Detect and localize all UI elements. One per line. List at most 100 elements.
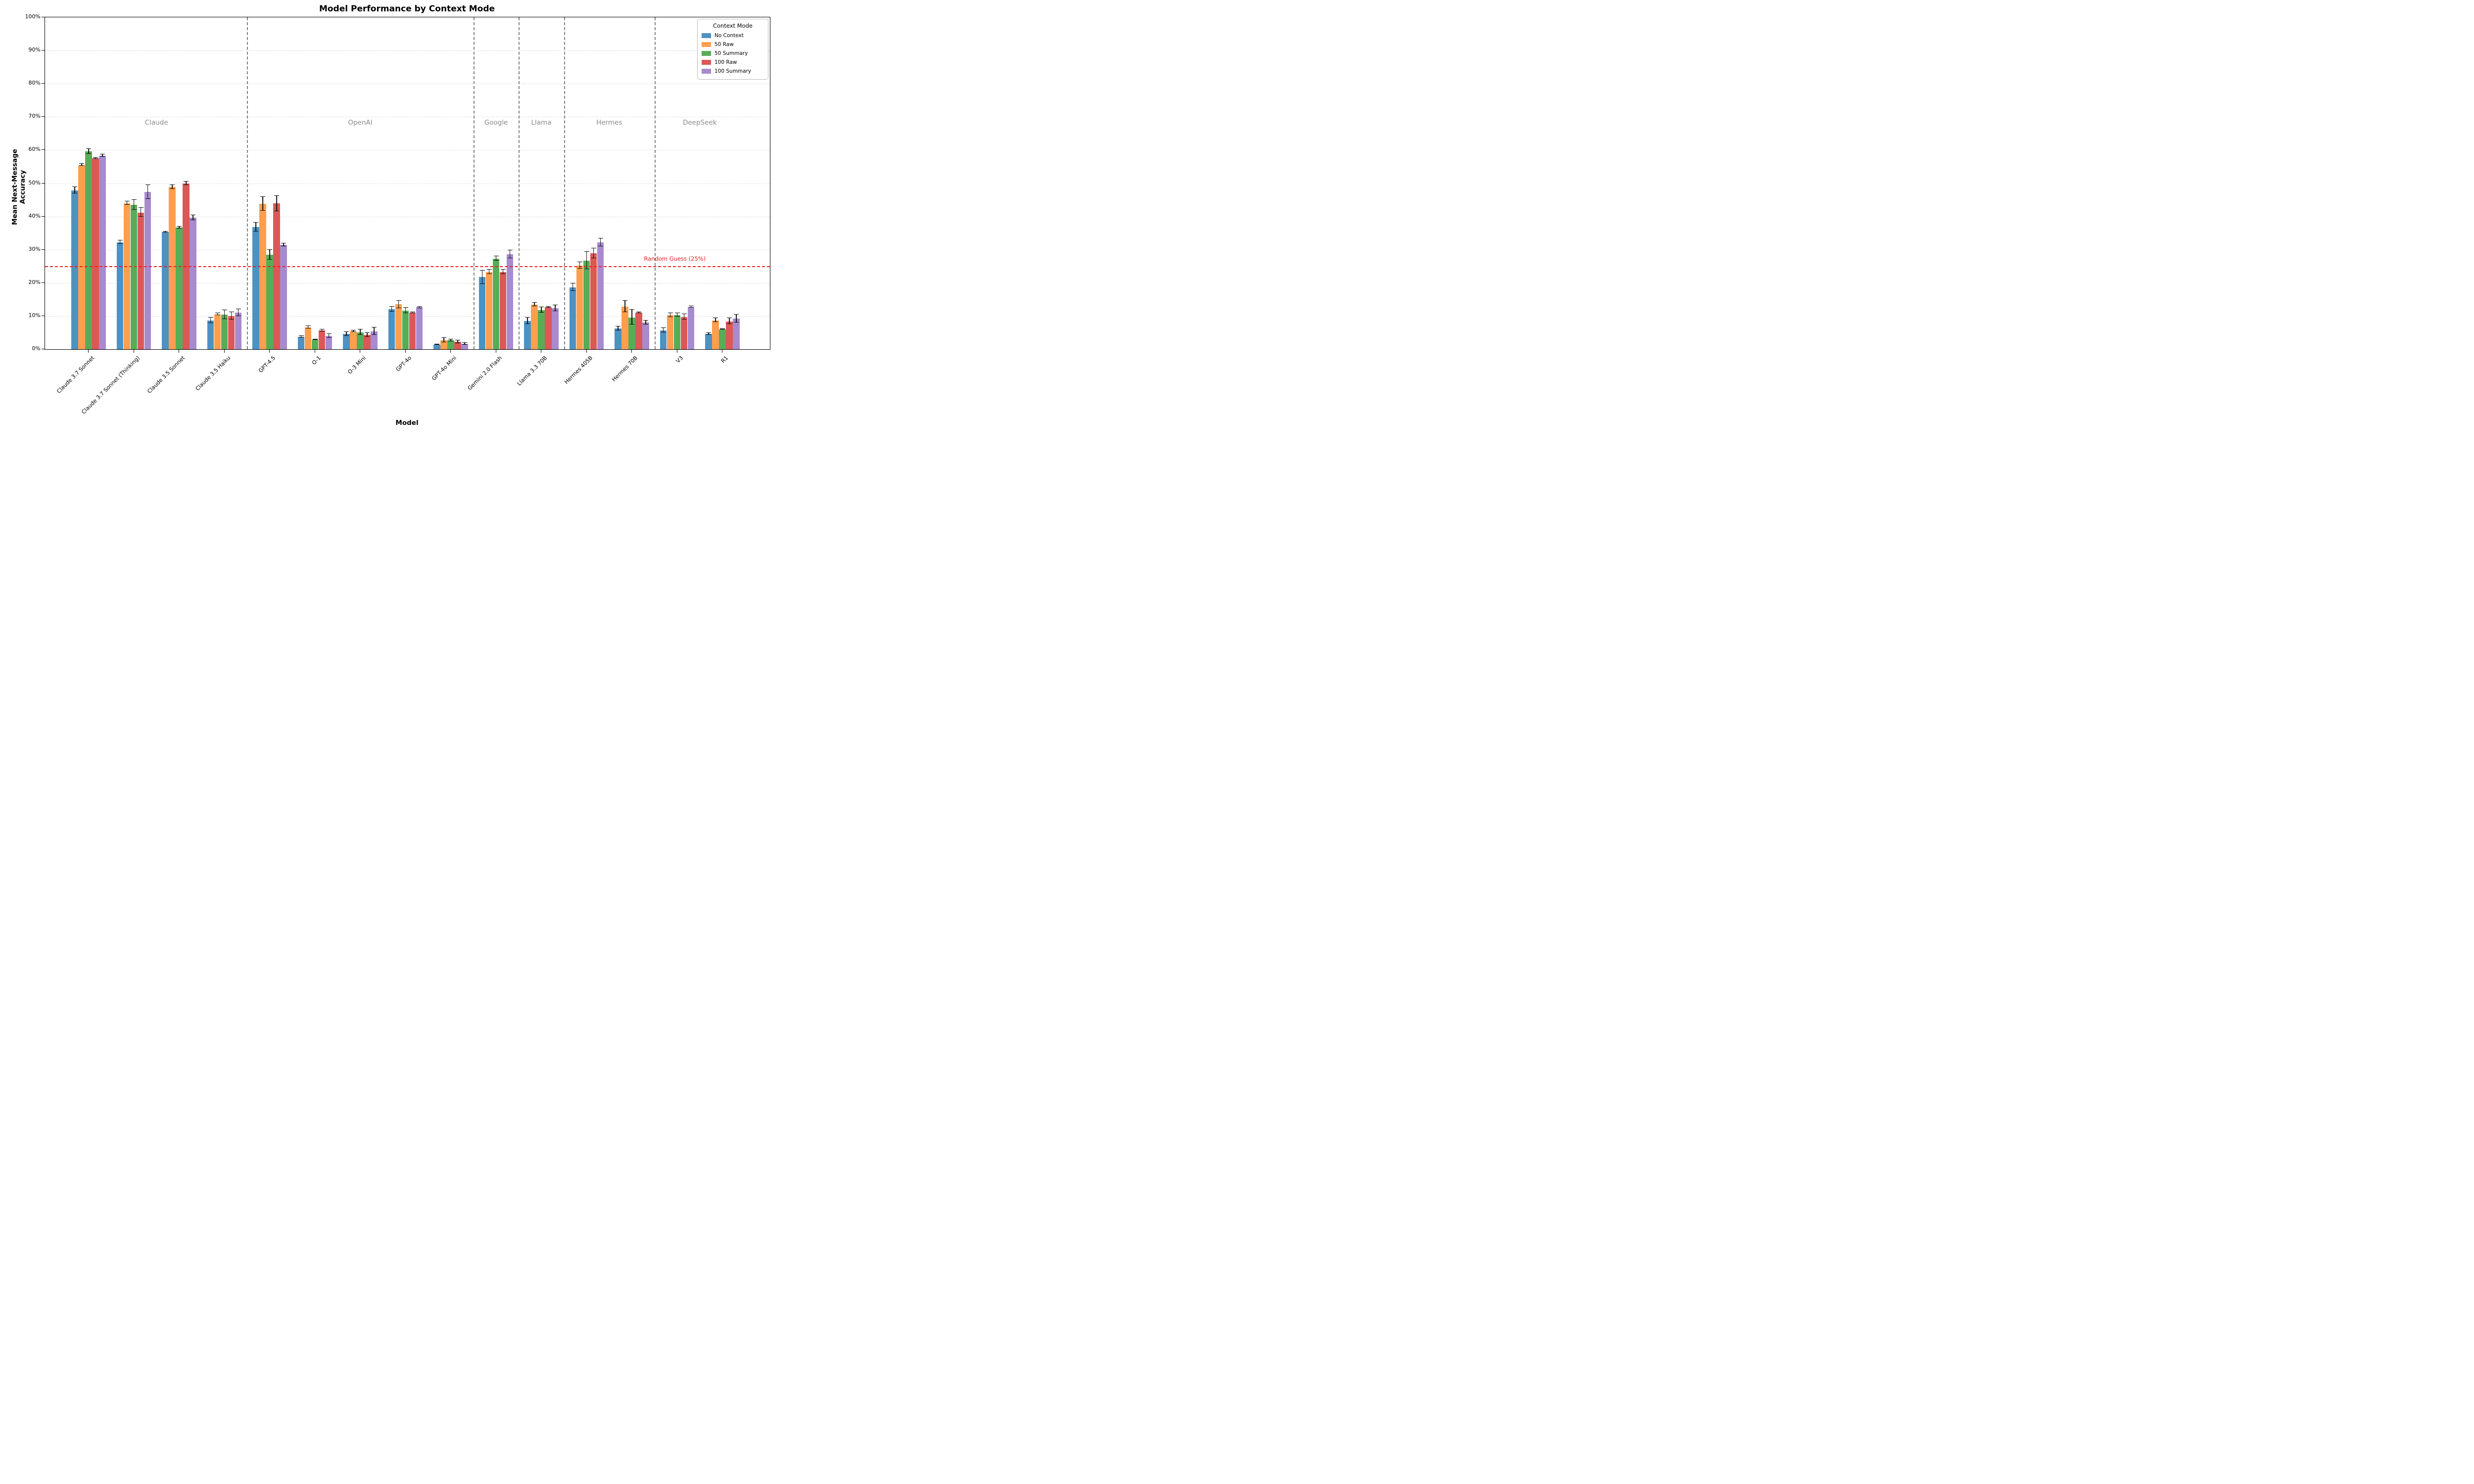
y-tick-label: 80% xyxy=(28,80,41,87)
bar-50-raw xyxy=(78,165,85,349)
error-bar xyxy=(584,251,589,270)
x-tick-mark xyxy=(269,350,270,353)
x-tick-label: Claude 3.5 Sonnet xyxy=(146,355,187,395)
x-tick-mark xyxy=(88,350,89,353)
error-bar xyxy=(434,343,439,345)
x-tick-mark xyxy=(631,350,632,353)
error-bar xyxy=(616,326,620,331)
bar-100-raw xyxy=(726,321,733,349)
legend-entry: 50 Raw xyxy=(702,40,764,49)
section-label-claude: Claude xyxy=(144,119,168,127)
error-bar xyxy=(281,243,286,246)
legend-entry-label: No Context xyxy=(714,33,744,39)
bar-100-raw xyxy=(680,317,687,349)
x-tick-label: Llama 3.3 70B xyxy=(516,355,549,387)
error-bar xyxy=(138,207,143,217)
error-bar xyxy=(312,338,318,340)
x-tick-label: O-1 xyxy=(310,355,322,367)
bar-100-summary xyxy=(506,254,513,349)
error-bar xyxy=(643,320,648,325)
x-tick-label: R1 xyxy=(719,355,730,365)
error-bar xyxy=(500,269,506,275)
bar-100-raw xyxy=(364,335,371,349)
y-tick-mark xyxy=(42,149,45,150)
bar-50-raw xyxy=(485,272,492,349)
legend-swatch-50-raw xyxy=(702,42,711,47)
error-bar xyxy=(622,300,627,313)
error-bar xyxy=(93,157,98,159)
bar-50-raw xyxy=(350,331,357,349)
x-tick-label: GPT-4.5 xyxy=(257,355,277,374)
error-bar xyxy=(274,195,279,211)
x-tick-label: Hermes 405B xyxy=(563,355,594,385)
bar-no-context xyxy=(207,320,214,349)
bar-100-summary xyxy=(416,307,423,349)
section-label-llama: Llama xyxy=(531,119,552,127)
bar-100-raw xyxy=(409,313,416,349)
bar-50-summary xyxy=(719,329,726,349)
error-bar xyxy=(100,153,105,157)
bar-50-summary xyxy=(357,332,364,349)
x-tick-label: GPT-4o xyxy=(394,355,413,373)
y-tick-label: 10% xyxy=(28,312,41,319)
bar-100-summary xyxy=(325,336,332,349)
error-bar xyxy=(319,329,325,332)
gridline-90 xyxy=(45,50,770,51)
y-tick-label: 40% xyxy=(28,212,41,219)
y-tick-mark xyxy=(42,83,45,84)
bar-100-summary xyxy=(552,308,559,349)
error-bar xyxy=(674,313,680,317)
bar-100-summary xyxy=(642,323,649,349)
error-bar xyxy=(396,300,401,308)
error-bar xyxy=(661,327,666,333)
error-bar xyxy=(344,331,349,336)
legend: Context Mode No Context 50 Raw 50 Summary 1… xyxy=(697,19,768,80)
error-bar xyxy=(441,337,446,343)
bar-50-raw xyxy=(395,304,402,349)
bar-50-raw xyxy=(304,327,311,349)
bar-50-summary xyxy=(176,228,183,349)
bar-no-context xyxy=(297,337,304,349)
bar-no-context xyxy=(71,190,78,349)
bar-50-summary xyxy=(538,310,545,349)
bar-50-summary xyxy=(85,151,92,349)
error-bar xyxy=(215,313,220,316)
x-tick-mark xyxy=(224,350,225,353)
y-tick-label: 90% xyxy=(28,46,41,53)
legend-swatch-50-summary xyxy=(702,51,711,56)
bar-no-context xyxy=(388,309,395,349)
bar-50-raw xyxy=(576,265,583,349)
y-tick-mark xyxy=(42,216,45,217)
section-label-google: Google xyxy=(484,119,508,127)
bar-no-context xyxy=(433,344,440,349)
y-tick-label: 50% xyxy=(28,179,41,186)
bar-100-summary xyxy=(99,155,106,349)
error-bar xyxy=(507,249,513,258)
error-bar xyxy=(727,318,732,325)
error-bar xyxy=(163,231,168,232)
bar-50-summary xyxy=(447,340,454,349)
bar-100-raw xyxy=(228,316,235,349)
error-bar xyxy=(365,332,370,337)
legend-entry: 100 Summary xyxy=(702,67,764,76)
bar-50-raw xyxy=(169,186,176,349)
bar-50-summary xyxy=(583,260,590,349)
error-bar xyxy=(184,181,189,186)
error-bar xyxy=(410,311,415,314)
bar-50-summary xyxy=(402,311,409,349)
error-bar xyxy=(260,196,265,211)
error-bar xyxy=(636,312,641,313)
section-divider xyxy=(564,17,565,349)
y-tick-label: 0% xyxy=(32,345,41,352)
error-bar xyxy=(448,338,453,341)
section-divider xyxy=(473,17,475,349)
bar-50-raw xyxy=(666,315,673,349)
error-bar xyxy=(236,309,241,316)
error-bar xyxy=(190,215,195,220)
bar-no-context xyxy=(252,227,259,349)
bar-100-summary xyxy=(461,344,468,349)
bar-no-context xyxy=(343,334,350,349)
error-bar xyxy=(358,329,363,335)
error-bar xyxy=(72,186,77,194)
error-bar xyxy=(455,340,460,343)
